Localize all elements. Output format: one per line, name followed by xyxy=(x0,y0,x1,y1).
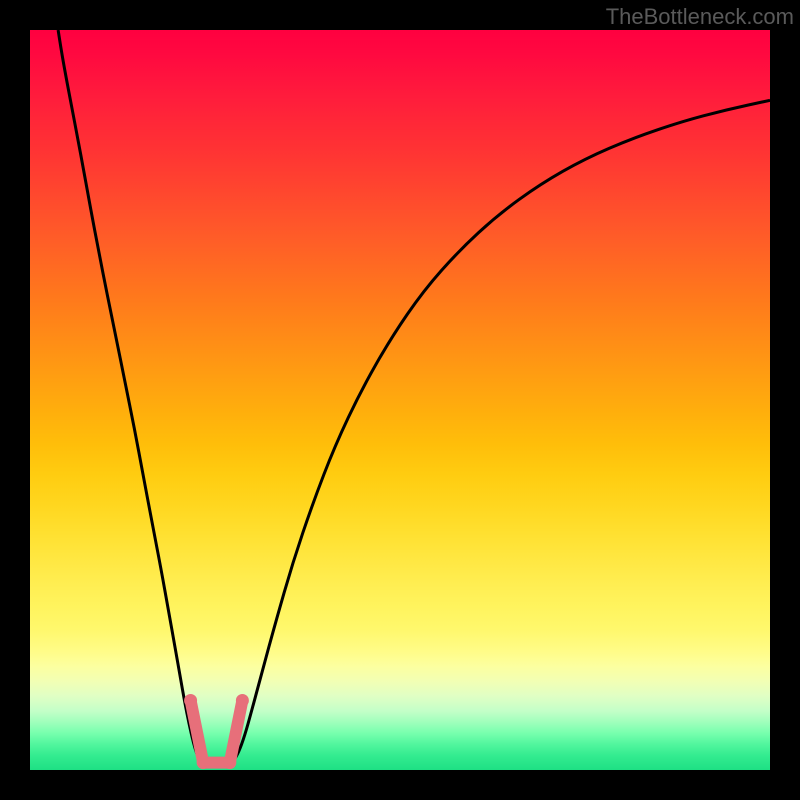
valley-marker-bottom-right xyxy=(223,756,236,769)
valley-marker-top-right xyxy=(236,694,249,707)
valley-marker-top-left xyxy=(184,694,197,707)
plot-background xyxy=(30,30,770,770)
chart-frame: TheBottleneck.com xyxy=(0,0,800,800)
bottleneck-chart xyxy=(0,0,800,800)
valley-marker-bottom-left xyxy=(197,756,210,769)
